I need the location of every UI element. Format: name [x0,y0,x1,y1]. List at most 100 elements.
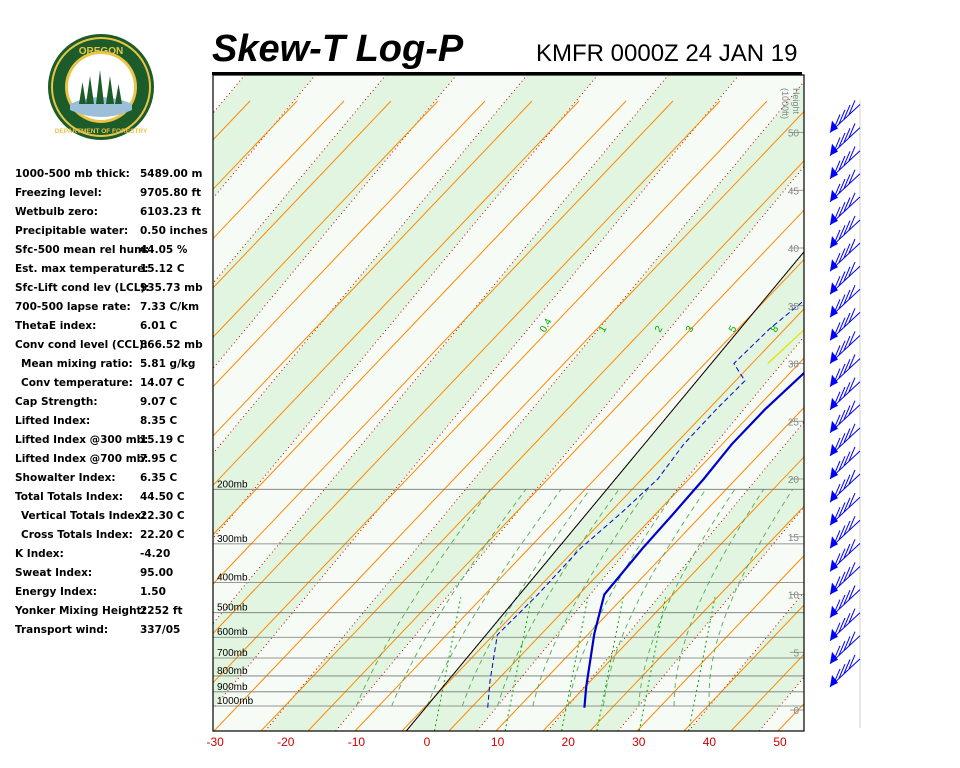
dry-adiabat-line [307,209,804,731]
stat-label: Est. max temperature: [15,263,149,275]
mixing-ratio-label: 8 [769,324,782,335]
pressure-label: 500mb [217,603,248,614]
mixing-ratio-label: 3 [684,324,697,335]
wind-barb [829,146,861,180]
zero-isotherm-line [405,251,804,731]
stat-value: 95.00 [140,567,174,579]
temperature-tick-label: 0 [424,735,431,749]
dry-adiabat-line [213,100,439,338]
dry-adiabat-line [213,100,580,487]
height-tick-label: 0 [793,706,799,717]
wind-barb [829,608,861,642]
wind-barb [829,192,861,226]
temperature-tick-label: 20 [562,735,576,749]
isotherm-band [759,677,804,731]
stat-label: Showalter Index: [15,472,116,484]
stat-value: 5.81 g/kg [140,358,196,370]
isotherm-band [618,506,804,731]
dry-adiabat-line [448,357,804,731]
logo-top-text: OREGON [79,46,123,57]
stat-value: 15.12 C [140,263,185,275]
dry-adiabat-line [872,101,960,731]
wind-barb [829,469,861,503]
stat-label: Wetbulb zero: [15,206,98,218]
pressure-label: 900mb [217,682,248,693]
wind-barb [829,631,861,665]
pressure-label: 400mb [217,573,248,584]
wind-barb [829,539,861,572]
wind-barb [829,562,861,595]
dry-adiabat-line [636,554,804,731]
isotherm-line [213,75,246,115]
stat-label: 700-500 lapse rate: [15,301,131,313]
height-axis-unit-label: (1000ft) [780,88,790,119]
stat-label: Lifted Index @700 mb: [15,453,149,465]
stat-label: Precipitable water: [15,225,129,237]
height-tick-label: 30 [788,360,800,371]
isotherm-band [213,75,457,369]
height-axis-label: Height [791,88,801,115]
temperature-profile-line [583,371,804,708]
dry-adiabat-line [777,702,804,731]
stat-label: Vertical Totals Index: [21,510,146,522]
dry-adiabat-line [213,100,674,585]
wind-barb [829,238,861,272]
wind-barb [829,492,861,526]
stat-label: Energy Index: [15,586,97,598]
stat-label: Mean mixing ratio: [21,358,133,370]
stat-value: 7.95 C [140,453,178,465]
dry-adiabat-line [401,308,804,731]
stat-label: Sfc-500 mean rel hum: [15,244,150,256]
title-underline [212,72,802,75]
pressure-label: 300mb [217,534,248,545]
stat-label: Lifted Index: [15,415,91,427]
pressure-label: 1000mb [217,696,254,707]
wind-barb [829,285,861,318]
stat-value: 1.50 [140,586,166,598]
page-title: Skew-T Log-P [212,28,464,70]
moist-adiabat-line [673,489,765,706]
temperature-tick-label: 10 [491,735,505,749]
stat-value: 15.19 C [140,434,185,446]
stat-value: 337/05 [140,624,181,636]
stat-label: Transport wind: [15,624,109,636]
wind-barb [829,308,861,341]
stat-value: 9.07 C [140,396,178,408]
stat-value: 22.30 C [140,510,185,522]
height-tick-label: 35 [788,302,800,313]
stat-value: 935.73 mb [140,282,203,294]
wind-barb [829,123,861,156]
stat-label: Cross Totals Index: [21,529,133,541]
height-tick-label: 40 [788,244,800,255]
stat-value: 2252 ft [140,605,183,617]
mixing-ratio-label: 5 [727,324,740,335]
stat-label: Lifted Index @300 mb: [15,434,149,446]
moist-adiabat-line [708,489,794,707]
stat-value: 6.01 C [140,320,178,332]
height-tick-label: 20 [788,475,800,486]
stat-value: 9705.80 ft [140,187,202,199]
dry-adiabat-line [213,100,721,635]
temperature-tick-label: 40 [703,735,717,749]
dry-adiabat-line [542,456,804,731]
wind-barb [829,516,861,549]
temperature-tick-label: -20 [277,735,295,749]
wind-barb [829,423,861,457]
dry-adiabat-line [213,100,345,240]
stat-label: 1000-500 mb thick: [15,168,130,180]
temperature-tick-label: 30 [632,735,646,749]
pressure-label: 700mb [217,648,248,659]
plot-frame [212,74,805,732]
dry-adiabat-line [213,100,392,289]
dry-adiabat-line [213,100,768,684]
wind-barb [829,585,861,618]
pressure-label: 800mb [217,666,248,677]
oregon-forestry-logo: OREGON DEPARTMENT OF FORESTRY [48,34,154,140]
wind-barb [829,169,861,203]
stat-label: Yonker Mixing Height: [15,605,146,617]
moist-adiabat-line [603,489,707,707]
stat-value: 14.07 C [140,377,185,389]
stat-value: 5489.00 m [140,168,203,180]
stat-label: K Index: [15,548,64,560]
